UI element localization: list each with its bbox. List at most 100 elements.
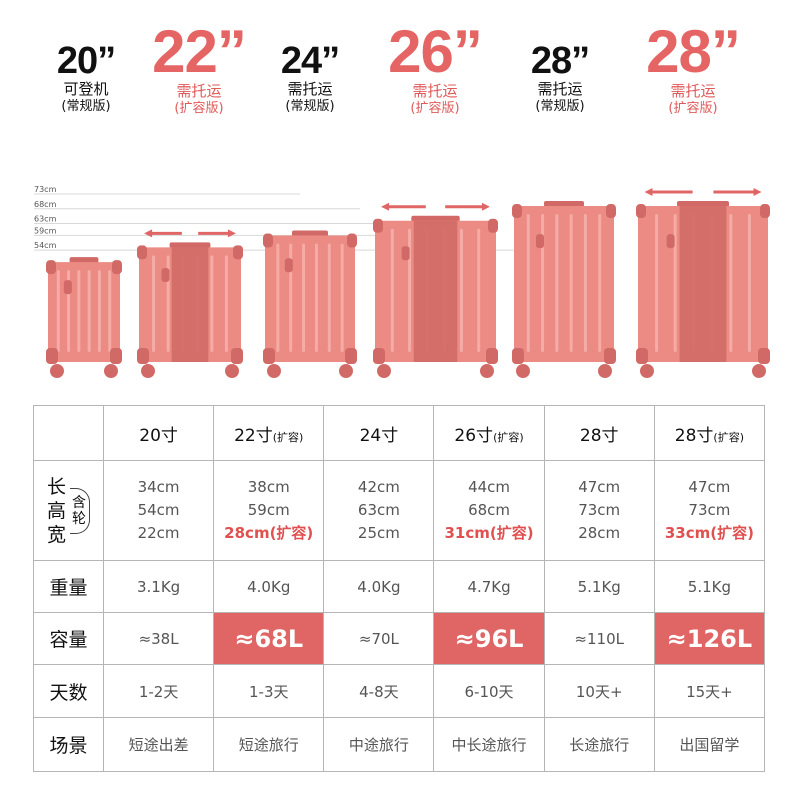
luggage-handle bbox=[677, 201, 729, 208]
expansion-band bbox=[413, 220, 458, 362]
luggage-rib bbox=[729, 214, 733, 352]
usage-label: 需托运 bbox=[176, 82, 222, 100]
version-label: (扩容版) bbox=[174, 101, 224, 116]
version-label: (常规版) bbox=[61, 99, 111, 114]
luggage-rib bbox=[97, 270, 101, 352]
luggage-rib bbox=[408, 228, 412, 352]
corner-guard bbox=[233, 245, 243, 260]
corner-guard bbox=[758, 348, 770, 364]
version-label: (扩容版) bbox=[410, 101, 460, 116]
luggage-rib bbox=[569, 214, 573, 352]
dimensions-row: 长高宽 含轮 34cm 54cm 22cm 38cm 59cm 28cm(扩容) 42c… bbox=[33, 460, 766, 561]
scene-cell: 短途旅行 bbox=[213, 717, 325, 772]
column-header: 28寸(扩容) bbox=[653, 405, 766, 461]
dimensions-cell: 38cm 59cm 28cm(扩容) bbox=[213, 460, 325, 561]
wheel bbox=[640, 364, 654, 378]
capacity-cell: ≈70L bbox=[323, 612, 435, 665]
scene-cell: 出国留学 bbox=[653, 717, 766, 772]
height-mark-label: 54cm bbox=[34, 241, 57, 250]
corner-cell bbox=[33, 405, 104, 461]
wheel bbox=[339, 364, 353, 378]
row-label-days: 天数 bbox=[33, 664, 104, 718]
header-22: 22” 需托运 (扩容版) bbox=[139, 22, 259, 117]
usage-label: 需托运 bbox=[670, 82, 716, 100]
corner-guard bbox=[604, 348, 616, 364]
arrow-head bbox=[644, 188, 653, 197]
usage-label: 可登机 bbox=[63, 80, 109, 98]
weight-cell: 4.0Kg bbox=[323, 560, 435, 613]
size-label: 26” bbox=[388, 18, 483, 85]
expansion-band bbox=[171, 247, 209, 362]
usage-label: 需托运 bbox=[537, 80, 583, 98]
corner-guard bbox=[137, 245, 147, 260]
wheel bbox=[598, 364, 612, 378]
size-label: 28” bbox=[530, 40, 590, 82]
corner-guard bbox=[112, 260, 122, 275]
column-header: 22寸(扩容) bbox=[213, 405, 325, 461]
dimensions-cell: 44cm 68cm 31cm(扩容) bbox=[433, 460, 545, 561]
corner-guard bbox=[263, 348, 275, 364]
luggage-handle bbox=[544, 201, 584, 208]
usage-label: 需托运 bbox=[412, 82, 458, 100]
luggage-rib bbox=[598, 214, 602, 352]
column-header: 28寸 bbox=[543, 405, 655, 461]
luggage-rib bbox=[526, 214, 530, 352]
corner-guard bbox=[636, 348, 648, 364]
corner-guard bbox=[512, 204, 522, 219]
size-label: 24” bbox=[280, 40, 340, 82]
scene-cell: 长途旅行 bbox=[543, 717, 655, 772]
days-cell: 4-8天 bbox=[323, 664, 435, 718]
corner-guard bbox=[110, 348, 122, 364]
dimensions-cell: 42cm 63cm 25cm bbox=[323, 460, 435, 561]
capacity-row: 容量 ≈38L ≈68L ≈70L ≈96L ≈110L ≈126L bbox=[33, 612, 766, 665]
luggage-lock bbox=[666, 234, 675, 249]
luggage-rib bbox=[210, 255, 214, 352]
table-header-row: 20寸 22寸(扩容) 24寸 26寸(扩容) 28寸 28寸(扩容) bbox=[33, 405, 766, 461]
corner-guard bbox=[347, 233, 357, 248]
column-header: 24寸 bbox=[323, 405, 435, 461]
row-label-capacity: 容量 bbox=[33, 612, 104, 665]
wheel bbox=[50, 364, 64, 378]
luggage-lock bbox=[161, 267, 170, 282]
row-label-dimensions: 长高宽 含轮 bbox=[33, 460, 104, 561]
arrow-head bbox=[144, 229, 153, 238]
weight-cell: 5.1Kg bbox=[543, 560, 655, 613]
wheel bbox=[267, 364, 281, 378]
luggage-handle bbox=[411, 215, 460, 222]
header-20: 20” 可登机 (常规版) bbox=[26, 22, 146, 115]
luggage-rib bbox=[583, 214, 587, 352]
corner-guard bbox=[46, 260, 56, 275]
capacity-cell-highlight: ≈96L bbox=[433, 612, 545, 665]
weight-row: 重量 3.1Kg 4.0Kg 4.0Kg 4.7Kg 5.1Kg 5.1Kg bbox=[33, 560, 766, 613]
corner-guard bbox=[512, 348, 524, 364]
luggage-rib bbox=[655, 214, 659, 352]
corner-guard bbox=[760, 204, 770, 219]
corner-guard bbox=[606, 204, 616, 219]
dimensions-cell: 34cm 54cm 22cm bbox=[102, 460, 215, 561]
row-label-weight: 重量 bbox=[33, 560, 104, 613]
height-mark-label: 63cm bbox=[34, 215, 57, 224]
corner-guard bbox=[636, 204, 646, 219]
luggage-rib bbox=[108, 270, 112, 352]
header-28-expanded: 28” 需托运 (扩容版) bbox=[633, 22, 753, 117]
corner-guard bbox=[46, 348, 58, 364]
corner-guard bbox=[373, 218, 383, 233]
luggage-lock bbox=[63, 280, 72, 295]
weight-cell: 3.1Kg bbox=[102, 560, 215, 613]
days-cell: 1-2天 bbox=[102, 664, 215, 718]
version-label: (常规版) bbox=[535, 99, 585, 114]
luggage-rib bbox=[477, 228, 481, 352]
dimensions-cell: 47cm 73cm 28cm bbox=[543, 460, 655, 561]
luggage-rib bbox=[87, 270, 91, 352]
size-label: 28” bbox=[646, 18, 741, 85]
luggage-rib bbox=[541, 214, 545, 352]
weight-cell: 5.1Kg bbox=[653, 560, 766, 613]
column-header: 26寸(扩容) bbox=[433, 405, 545, 461]
capacity-cell-highlight: ≈126L bbox=[653, 612, 766, 665]
luggage-rib bbox=[555, 214, 559, 352]
luggage-handle bbox=[292, 230, 328, 237]
capacity-cell: ≈38L bbox=[102, 612, 215, 665]
column-header: 20寸 bbox=[102, 405, 215, 461]
wheel bbox=[225, 364, 239, 378]
wheel bbox=[377, 364, 391, 378]
